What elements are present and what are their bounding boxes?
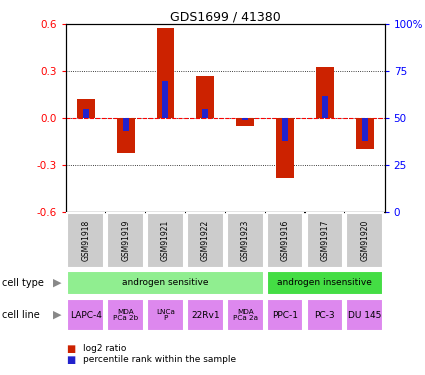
Text: GSM91918: GSM91918 [81, 220, 90, 261]
Text: PPC-1: PPC-1 [272, 310, 298, 320]
Bar [156, 27, 174, 118]
Bar [267, 213, 303, 268]
Text: GSM91920: GSM91920 [360, 220, 369, 261]
Text: ■: ■ [66, 355, 75, 365]
Bar [322, 96, 328, 118]
Text: PC-3: PC-3 [314, 310, 335, 320]
Text: LAPC-4: LAPC-4 [70, 310, 102, 320]
Text: androgen insensitive: androgen insensitive [278, 278, 372, 287]
Bar [83, 109, 89, 118]
Bar [77, 99, 95, 118]
Text: MDA
PCa 2a: MDA PCa 2a [232, 309, 258, 321]
Text: GSM91917: GSM91917 [320, 220, 329, 261]
Text: ▶: ▶ [53, 278, 62, 288]
Bar [147, 213, 184, 268]
Bar [117, 118, 135, 153]
Bar [282, 118, 288, 141]
Bar [346, 213, 383, 268]
Bar [147, 300, 184, 330]
Bar [107, 300, 144, 330]
Text: 22Rv1: 22Rv1 [191, 310, 220, 320]
Bar [356, 118, 374, 149]
Bar [162, 81, 168, 118]
Bar [306, 213, 343, 268]
Bar [107, 213, 144, 268]
Bar [68, 300, 104, 330]
Text: DU 145: DU 145 [348, 310, 381, 320]
Text: percentile rank within the sample: percentile rank within the sample [83, 356, 236, 364]
Text: GSM91921: GSM91921 [161, 220, 170, 261]
Text: cell line: cell line [2, 310, 40, 320]
Text: GSM91923: GSM91923 [241, 220, 249, 261]
Text: log2 ratio: log2 ratio [83, 344, 126, 353]
Bar [187, 213, 224, 268]
Bar [187, 300, 224, 330]
Text: GSM91919: GSM91919 [121, 220, 130, 261]
Bar [68, 271, 264, 295]
Bar [227, 300, 264, 330]
Bar [267, 271, 383, 295]
Title: GDS1699 / 41380: GDS1699 / 41380 [170, 10, 280, 23]
Bar [276, 118, 294, 177]
Bar [236, 118, 254, 126]
Bar [196, 76, 214, 118]
Bar [202, 109, 208, 118]
Bar [242, 118, 248, 120]
Text: ▶: ▶ [53, 310, 62, 320]
Bar [362, 118, 368, 141]
Text: androgen sensitive: androgen sensitive [122, 278, 209, 287]
Text: GSM91922: GSM91922 [201, 220, 210, 261]
Bar [68, 213, 104, 268]
Bar [227, 213, 264, 268]
Text: MDA
PCa 2b: MDA PCa 2b [113, 309, 138, 321]
Bar [267, 300, 303, 330]
Bar [123, 118, 129, 131]
Bar [316, 67, 334, 118]
Bar [306, 300, 343, 330]
Bar [346, 300, 383, 330]
Text: LNCa
P: LNCa P [156, 309, 175, 321]
Text: GSM91916: GSM91916 [280, 220, 289, 261]
Text: cell type: cell type [2, 278, 44, 288]
Text: ■: ■ [66, 344, 75, 354]
